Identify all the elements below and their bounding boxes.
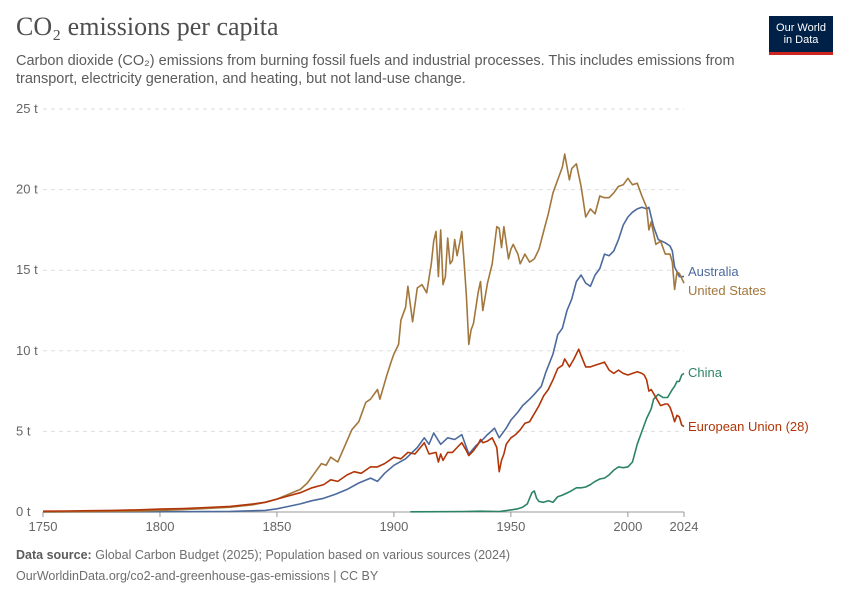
y-tick-label: 0 t bbox=[16, 504, 31, 519]
series-label[interactable]: United States bbox=[688, 283, 767, 298]
x-tick-label: 1900 bbox=[379, 519, 408, 534]
y-tick-label: 5 t bbox=[16, 423, 31, 438]
page-title: CO₂ emissions per capita bbox=[16, 12, 279, 41]
x-tick-label: 1800 bbox=[146, 519, 175, 534]
source-link[interactable]: OurWorldinData.org/co2-and-greenhouse-ga… bbox=[16, 569, 379, 583]
y-tick-label: 10 t bbox=[16, 343, 38, 358]
x-tick-label: 1950 bbox=[496, 519, 525, 534]
line-chart: 0 t5 t10 t15 t20 t25 t 1750 1800 1850 1900 1… bbox=[16, 101, 809, 534]
x-tick-label: 1850 bbox=[262, 519, 291, 534]
series-labels: Australia United States China European Unio… bbox=[688, 264, 809, 434]
x-axis-ticks: 1750 1800 1850 1900 1950 2000 2024 bbox=[29, 512, 699, 534]
series-label[interactable]: China bbox=[688, 365, 723, 380]
series-line[interactable] bbox=[410, 372, 685, 513]
y-tick-label: 15 t bbox=[16, 262, 38, 277]
logo-line-2: in Data bbox=[783, 34, 819, 46]
series-lines bbox=[42, 153, 685, 513]
series-line[interactable] bbox=[42, 206, 684, 513]
series-line[interactable] bbox=[42, 153, 685, 513]
data-source-label: Data source: bbox=[16, 548, 92, 562]
series-label[interactable]: Australia bbox=[688, 264, 739, 279]
data-source-text: Global Carbon Budget (2025); Population … bbox=[95, 548, 511, 562]
x-tick-label: 2000 bbox=[613, 519, 642, 534]
y-tick-label: 25 t bbox=[16, 101, 38, 116]
y-axis-ticks: 0 t 5 t 10 t 15 t 20 t 25 t bbox=[16, 101, 38, 519]
grid-lines bbox=[43, 108, 684, 432]
owid-logo[interactable]: Our World in Data bbox=[769, 16, 833, 55]
logo-line-1: Our World bbox=[776, 22, 826, 34]
series-label[interactable]: European Union (28) bbox=[688, 419, 809, 434]
series-line[interactable] bbox=[42, 348, 685, 512]
x-tick-label: 2024 bbox=[670, 519, 699, 534]
chart-subtitle: Carbon dioxide (CO₂) emissions from burn… bbox=[16, 53, 735, 87]
x-tick-label: 1750 bbox=[29, 519, 58, 534]
y-tick-label: 20 t bbox=[16, 182, 38, 197]
data-source-line: Data source: Global Carbon Budget (2025)… bbox=[16, 548, 510, 562]
